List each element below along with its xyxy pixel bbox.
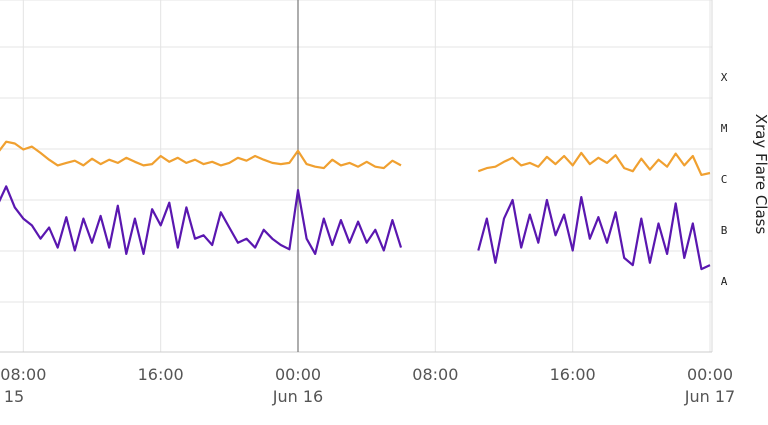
- x-date-label: 15: [4, 387, 24, 406]
- x-tick-label: 08:00: [0, 365, 46, 384]
- flare-class-A: A: [721, 275, 728, 288]
- x-tick-label: 08:00: [412, 365, 458, 384]
- x-date-label: Jun 17: [684, 387, 735, 406]
- flare-class-C: C: [721, 173, 728, 186]
- series-line-long: [0, 140, 711, 176]
- x-tick-label: 16:00: [550, 365, 596, 384]
- x-tick-label: 16:00: [138, 365, 184, 384]
- series-line-short: [0, 185, 711, 271]
- flare-class-M: M: [721, 122, 728, 135]
- grid: [0, 0, 713, 353]
- flare-class-labels: A B C X M: [721, 71, 728, 288]
- y-axis-title: Xray Flare Class: [752, 114, 768, 235]
- flare-class-X: X: [721, 71, 728, 84]
- x-tick-label: 00:00: [275, 365, 321, 384]
- flare-class-B: B: [721, 224, 728, 237]
- x-date-label: Jun 16: [272, 387, 323, 406]
- series-lines: [0, 140, 711, 271]
- x-tick-label: 00:00: [687, 365, 733, 384]
